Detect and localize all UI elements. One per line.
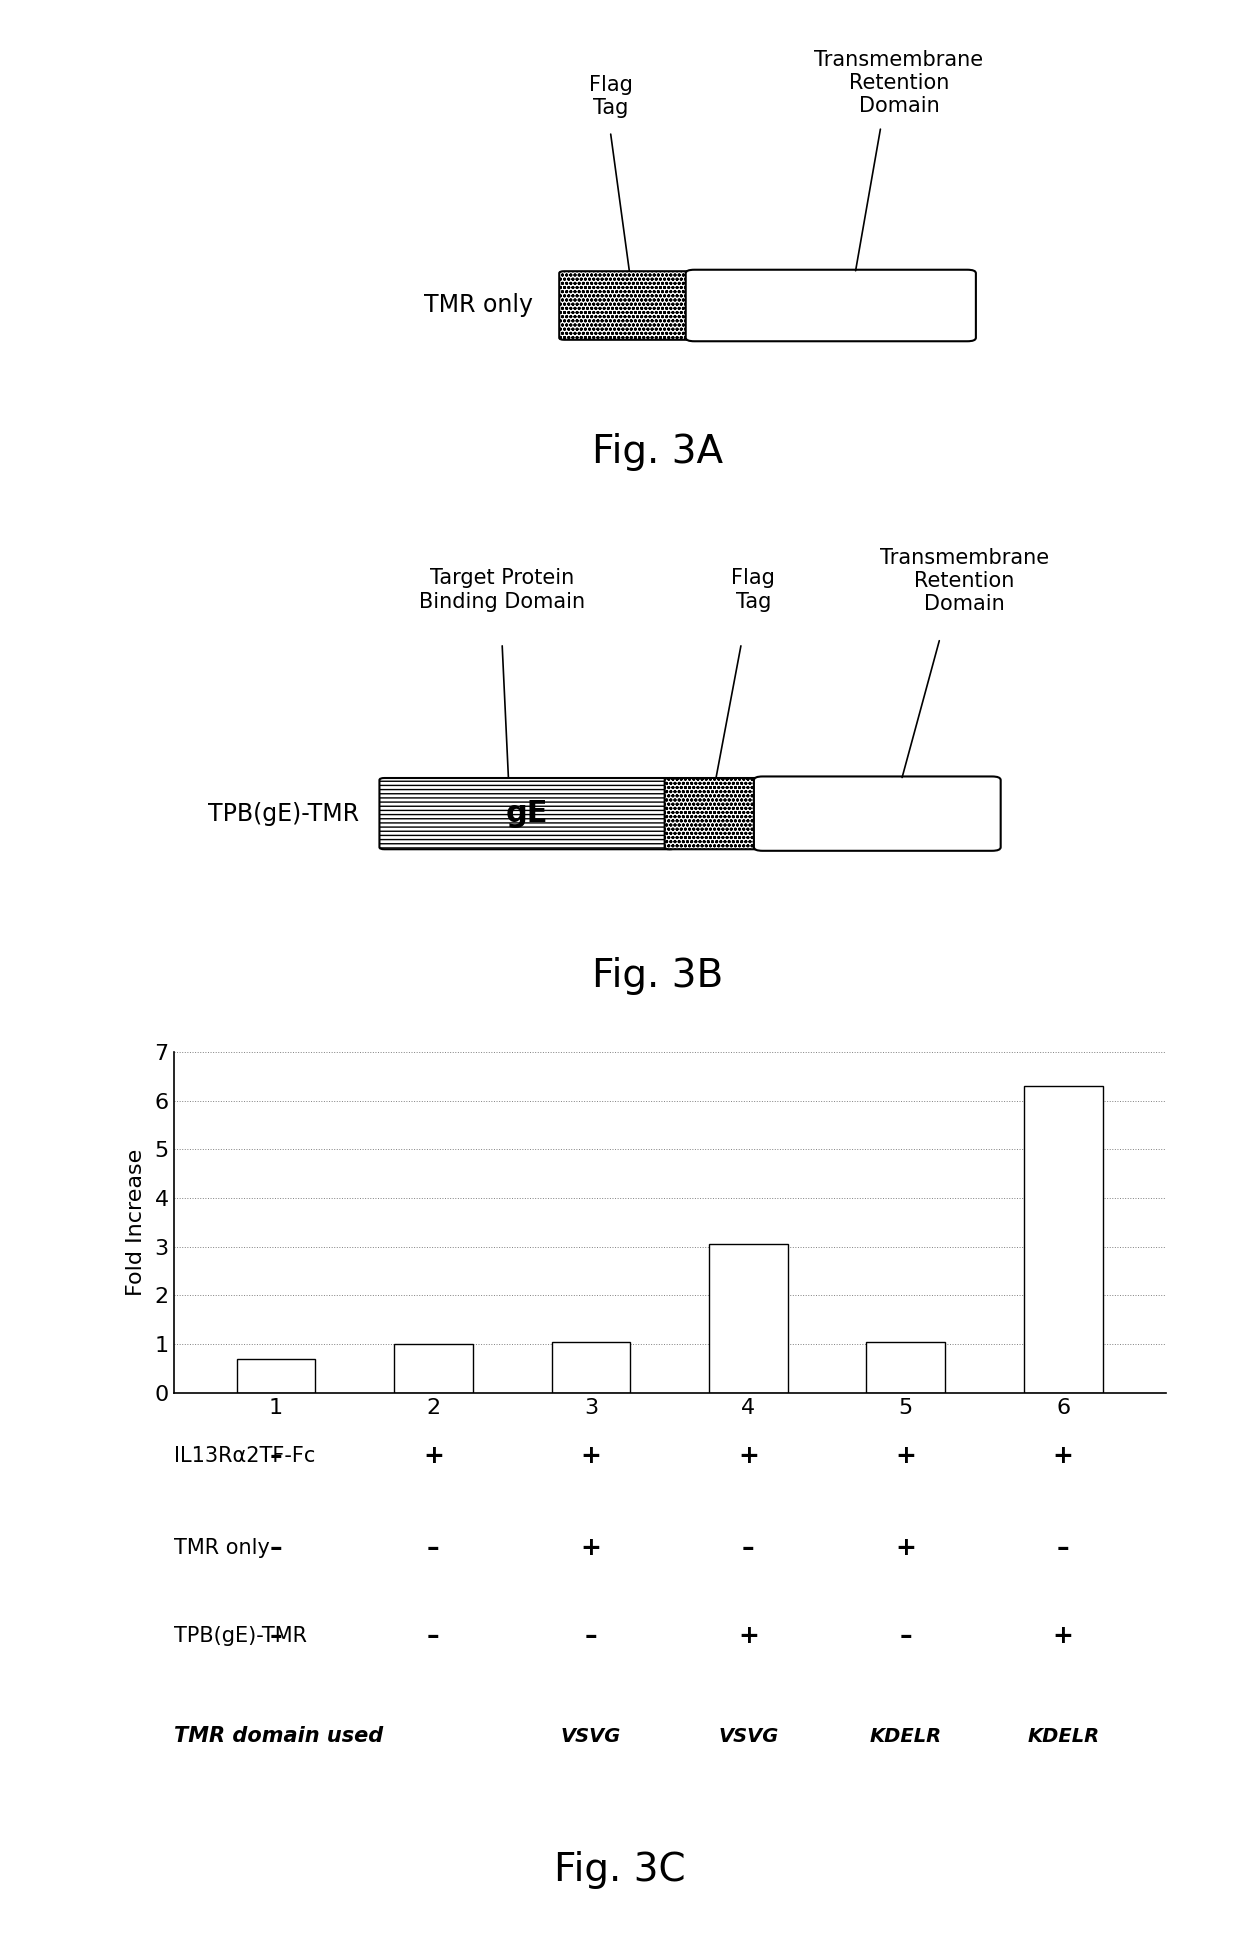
Text: –: –: [269, 1535, 283, 1560]
Text: Target Protein
Binding Domain: Target Protein Binding Domain: [419, 569, 585, 612]
Text: Transmembrane
Retention
Domain: Transmembrane Retention Domain: [815, 49, 983, 117]
Text: IL13Rα2TF-Fc: IL13Rα2TF-Fc: [174, 1445, 315, 1465]
Text: +: +: [423, 1443, 444, 1467]
Text: Transmembrane
Retention
Domain: Transmembrane Retention Domain: [879, 547, 1049, 614]
Text: +: +: [1053, 1625, 1074, 1648]
Text: –: –: [427, 1535, 440, 1560]
Text: TMR only: TMR only: [424, 294, 533, 318]
FancyBboxPatch shape: [379, 777, 675, 849]
Text: TMR domain used: TMR domain used: [174, 1726, 383, 1745]
Text: +: +: [895, 1443, 916, 1467]
Bar: [552, 1342, 630, 1393]
Text: +: +: [580, 1535, 601, 1560]
Text: TMR only: TMR only: [174, 1537, 269, 1558]
Text: –: –: [427, 1625, 440, 1648]
Text: –: –: [584, 1625, 598, 1648]
Text: Flag
Tag: Flag Tag: [732, 569, 775, 612]
Text: TPB(gE)-TMR: TPB(gE)-TMR: [208, 803, 360, 826]
Text: –: –: [742, 1535, 755, 1560]
Text: +: +: [738, 1443, 759, 1467]
FancyBboxPatch shape: [665, 777, 768, 849]
Text: –: –: [269, 1625, 283, 1648]
FancyBboxPatch shape: [686, 269, 976, 341]
Text: +: +: [580, 1443, 601, 1467]
Text: Flag
Tag: Flag Tag: [589, 74, 632, 117]
Bar: [394, 1344, 472, 1393]
FancyBboxPatch shape: [559, 271, 699, 339]
Text: Fig. 3C: Fig. 3C: [554, 1851, 686, 1890]
Bar: [867, 1342, 945, 1393]
Text: +: +: [895, 1535, 916, 1560]
Text: Fig. 3A: Fig. 3A: [591, 432, 723, 471]
Text: KDELR: KDELR: [1027, 1726, 1100, 1745]
Text: VSVG: VSVG: [718, 1726, 779, 1745]
Text: Fig. 3B: Fig. 3B: [591, 956, 723, 995]
Text: TPB(gE)-TMR: TPB(gE)-TMR: [174, 1627, 306, 1646]
FancyBboxPatch shape: [754, 777, 1001, 851]
Text: VSVG: VSVG: [560, 1726, 621, 1745]
Y-axis label: Fold Increase: Fold Increase: [126, 1149, 146, 1295]
Bar: [237, 1360, 315, 1393]
Text: +: +: [1053, 1443, 1074, 1467]
Bar: [709, 1245, 787, 1393]
Bar: [1024, 1087, 1102, 1393]
Text: –: –: [1056, 1535, 1070, 1560]
Text: +: +: [738, 1625, 759, 1648]
Text: gE: gE: [506, 799, 548, 828]
Text: –: –: [269, 1443, 283, 1467]
Text: –: –: [899, 1625, 913, 1648]
Text: KDELR: KDELR: [869, 1726, 942, 1745]
